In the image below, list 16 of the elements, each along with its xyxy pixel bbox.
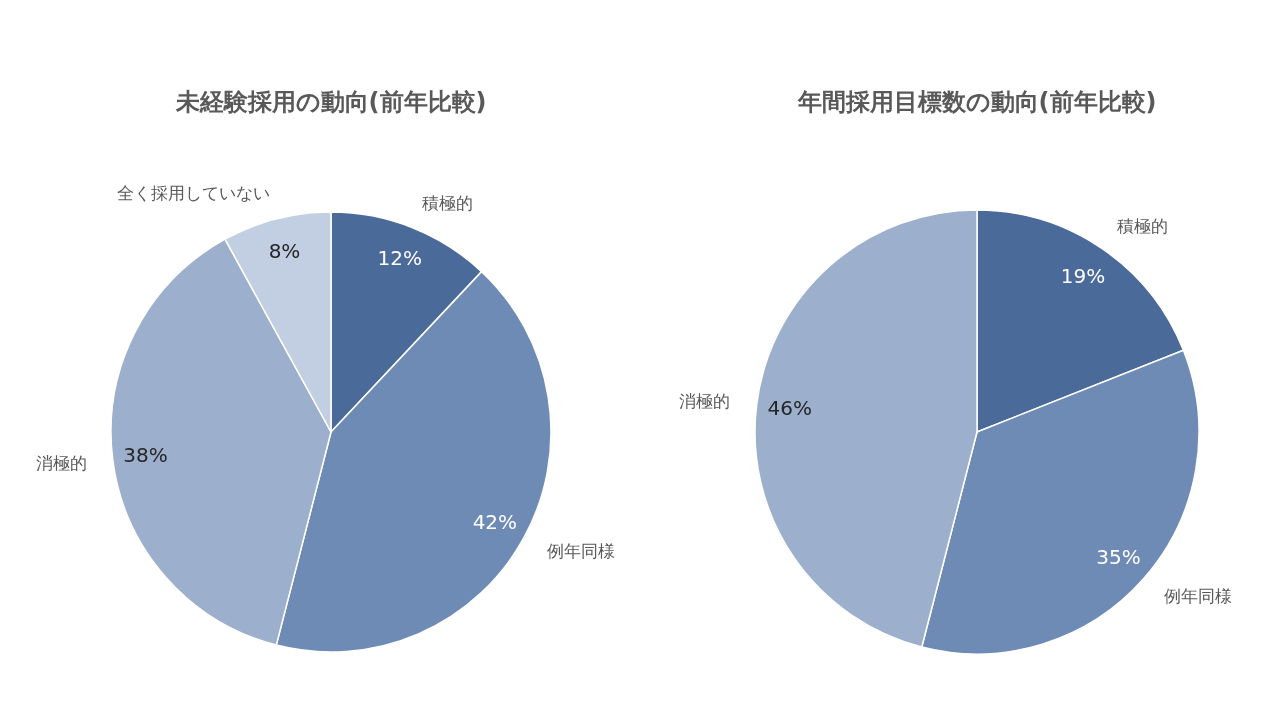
slice-label: 全く採用していない [116, 183, 270, 204]
data-label: 8% [268, 238, 301, 263]
data-label: 19% [1060, 263, 1106, 288]
data-label: 42% [472, 510, 518, 535]
data-label: 38% [123, 443, 168, 468]
chart-title: 年間採用目標数の動向(前年比較) [796, 88, 1157, 116]
data-label: 46% [767, 396, 813, 421]
data-label: 35% [1096, 544, 1141, 569]
slice-label: 積極的 [421, 192, 473, 213]
chart-title: 未経験採用の動向(前年比較) [174, 88, 487, 116]
slice-label: 例年同様 [546, 540, 615, 561]
slice-label: 消極的 [35, 452, 87, 473]
slice-label: 例年同様 [1163, 586, 1232, 607]
data-label: 12% [377, 246, 423, 271]
slice-label: 積極的 [1116, 216, 1168, 237]
slice-label: 消極的 [679, 390, 731, 411]
